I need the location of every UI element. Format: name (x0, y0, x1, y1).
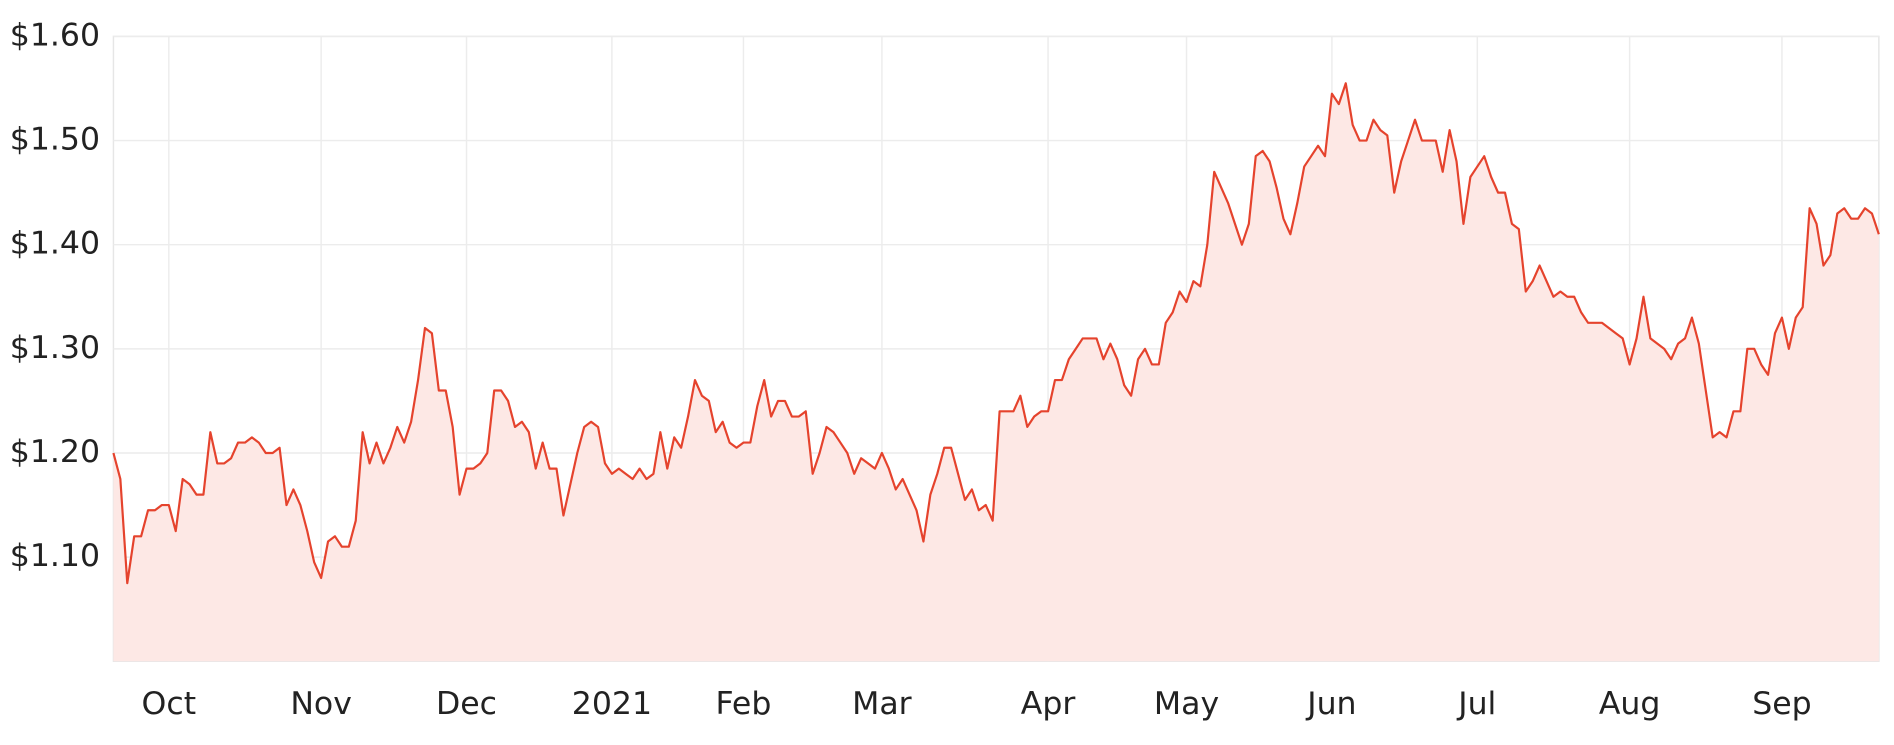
x-tick-label: Aug (1599, 686, 1661, 722)
x-tick-label: Sep (1752, 686, 1811, 722)
y-tick-label: $1.40 (10, 226, 100, 262)
line (112, 82, 1880, 585)
x-tick-label: May (1154, 686, 1219, 722)
y-tick-label: $1.60 (10, 17, 100, 53)
x-tick-label: Dec (436, 686, 497, 722)
y-tick-label: $1.30 (10, 330, 100, 366)
x-tick-label: Nov (290, 686, 352, 722)
x-tick-label: 2021 (572, 686, 652, 722)
x-tick-label: Jun (1305, 686, 1356, 722)
x-tick-label: Apr (1021, 686, 1076, 722)
x-tick-label: Oct (142, 686, 197, 722)
y-tick-label: $1.50 (10, 122, 100, 158)
area (113, 83, 1879, 662)
x-tick-label: Feb (716, 686, 772, 722)
x-tick-label: Mar (852, 686, 912, 722)
y-tick-label: $1.20 (10, 434, 100, 470)
x-tick-label: Jul (1456, 686, 1496, 722)
y-tick-label: $1.10 (10, 538, 100, 574)
